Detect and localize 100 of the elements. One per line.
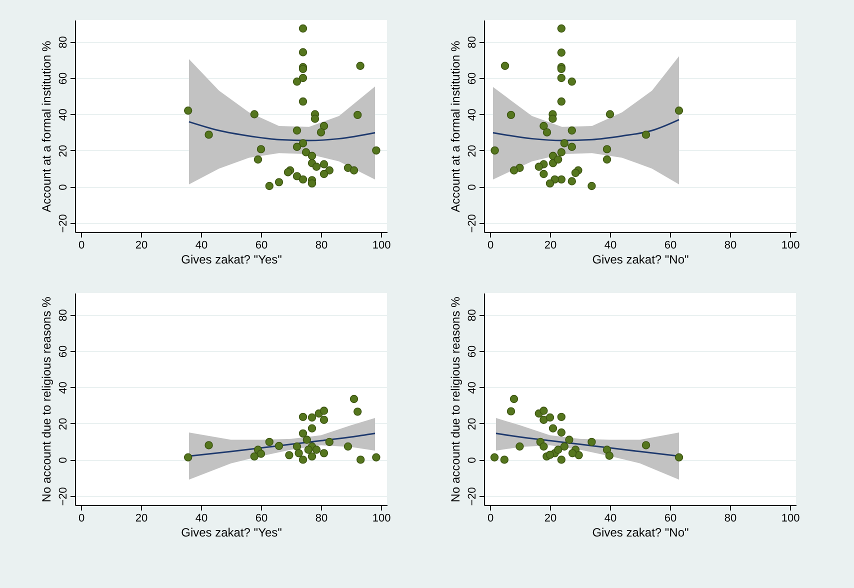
point xyxy=(298,412,308,422)
x-tick-label: 20 xyxy=(544,512,557,524)
point xyxy=(308,452,316,461)
point xyxy=(274,178,284,186)
point xyxy=(557,175,566,184)
y-tick-label: 0 xyxy=(466,184,478,190)
y-axis-title: Account at a formal institution % xyxy=(448,40,462,212)
point xyxy=(540,442,548,451)
point xyxy=(302,436,312,444)
point xyxy=(548,424,558,432)
point xyxy=(490,453,499,462)
point xyxy=(516,442,524,451)
y-tick-label: 80 xyxy=(58,36,70,48)
x-tick-label: 40 xyxy=(604,512,617,524)
point xyxy=(554,155,562,164)
point xyxy=(642,441,650,450)
point xyxy=(554,446,562,454)
x-tick-label: 0 xyxy=(487,240,494,252)
point xyxy=(256,450,266,458)
x-tick-label: 0 xyxy=(78,240,85,252)
point xyxy=(292,442,302,451)
point xyxy=(546,450,554,459)
point xyxy=(500,62,510,70)
y-tick-label: 80 xyxy=(466,36,478,48)
y-tick-label: 60 xyxy=(466,72,478,85)
x-tick-label: 80 xyxy=(724,240,737,252)
y-tick-label: −20 xyxy=(58,214,70,233)
point xyxy=(308,152,316,160)
point xyxy=(204,130,213,139)
point xyxy=(292,172,302,180)
point xyxy=(557,24,566,33)
point xyxy=(308,424,316,432)
point xyxy=(256,145,266,154)
point xyxy=(350,166,358,174)
x-tick-label: 80 xyxy=(315,240,328,252)
point xyxy=(312,162,321,171)
point xyxy=(320,160,328,168)
point xyxy=(565,436,574,444)
y-tick-label: 0 xyxy=(58,457,70,464)
x-tick-label: 20 xyxy=(135,512,148,524)
point xyxy=(204,441,213,450)
point xyxy=(568,126,576,135)
point xyxy=(356,62,364,70)
point xyxy=(557,412,566,422)
x-tick-label: 60 xyxy=(255,240,268,252)
point xyxy=(557,428,566,437)
y-tick-label: −20 xyxy=(466,214,478,233)
point xyxy=(500,456,509,464)
x-tick-label: 80 xyxy=(315,512,328,524)
y-tick-label: 20 xyxy=(466,144,478,158)
point xyxy=(490,146,499,155)
y-axis-title: No account due to religious reasons % xyxy=(40,296,54,502)
point xyxy=(540,122,548,130)
x-tick-label: 40 xyxy=(604,240,617,252)
x-tick-label: 0 xyxy=(487,512,494,524)
point xyxy=(184,453,192,462)
point xyxy=(298,48,308,56)
y-tick-label: 40 xyxy=(466,382,478,394)
point xyxy=(546,179,554,188)
point xyxy=(274,442,284,450)
point xyxy=(510,394,518,404)
point xyxy=(540,416,548,424)
y-tick-label: 20 xyxy=(58,144,70,158)
point xyxy=(320,449,328,458)
point xyxy=(316,128,326,136)
point xyxy=(265,182,274,190)
y-tick-label: 20 xyxy=(58,418,70,430)
x-tick-label: 100 xyxy=(781,240,800,252)
point xyxy=(602,155,612,164)
point xyxy=(571,168,580,178)
point xyxy=(298,74,308,82)
point xyxy=(557,148,566,156)
point xyxy=(542,128,552,136)
point xyxy=(574,451,583,460)
point xyxy=(568,449,577,458)
y-tick-label: 80 xyxy=(58,309,70,322)
x-axis-title: Gives zakat? "No" xyxy=(592,252,689,266)
point xyxy=(568,78,576,86)
point xyxy=(557,97,566,106)
y-tick-label: 40 xyxy=(58,382,70,394)
point xyxy=(557,48,566,57)
point xyxy=(350,394,358,404)
y-tick-label: 0 xyxy=(58,184,70,190)
point xyxy=(568,177,576,186)
point xyxy=(344,442,352,451)
x-tick-label: 80 xyxy=(724,512,737,524)
y-tick-label: 40 xyxy=(58,108,70,121)
point xyxy=(298,429,308,438)
y-tick-label: 0 xyxy=(466,457,478,464)
x-tick-label: 100 xyxy=(372,512,391,524)
y-tick-label: 60 xyxy=(58,345,70,358)
point xyxy=(298,175,308,184)
x-tick-label: 40 xyxy=(195,512,208,524)
y-tick-label: 80 xyxy=(466,309,478,322)
point xyxy=(285,451,294,460)
point xyxy=(184,106,192,115)
point xyxy=(560,442,569,451)
point xyxy=(308,179,316,188)
x-tick-label: 100 xyxy=(781,512,800,524)
x-tick-label: 100 xyxy=(372,240,391,252)
